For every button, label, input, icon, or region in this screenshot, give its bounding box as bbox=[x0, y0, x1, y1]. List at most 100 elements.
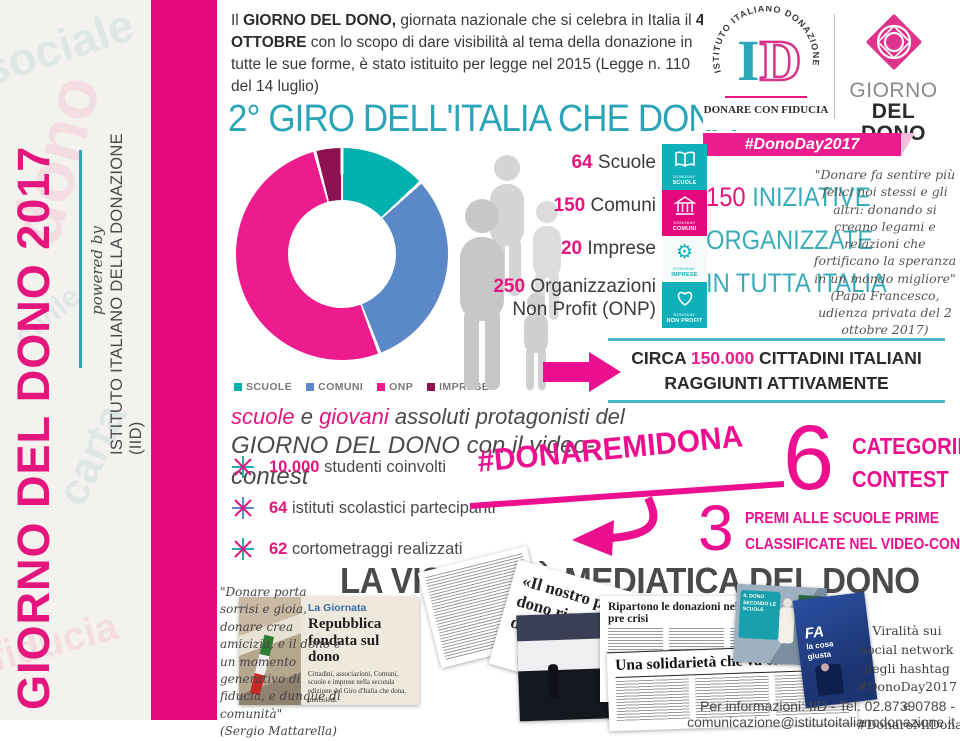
intro-text: giornata nazionale che si celebra in Ita… bbox=[396, 12, 696, 29]
star-asterisk-icon bbox=[232, 497, 254, 519]
label-line1: CATEGORIE bbox=[852, 433, 960, 459]
bullet-text: istituti scolastici partecipanti bbox=[291, 498, 496, 517]
iid-tagline: DONARE CON FIDUCIA bbox=[703, 104, 829, 116]
stat-value: 64 bbox=[571, 152, 593, 173]
badge-name-label: COMUNI bbox=[672, 225, 697, 232]
stat-value: 150 bbox=[553, 194, 586, 216]
bank-icon bbox=[662, 190, 707, 220]
initiatives-line1: INIZIATIVE bbox=[745, 182, 871, 212]
iid-monogram: ID bbox=[737, 30, 803, 91]
reach-text: CITTADINI ITALIANI bbox=[754, 348, 922, 368]
stat-imprese: 20 Imprese bbox=[455, 238, 656, 261]
badge-name-label: IMPRESE bbox=[671, 271, 698, 278]
donoday-banner: #DonoDay2017 bbox=[703, 133, 901, 156]
person-silhouette bbox=[778, 606, 795, 644]
star-asterisk-icon bbox=[232, 538, 254, 560]
mattarella-quote: "Donare porta sorrisi e gioia, donare cr… bbox=[220, 584, 344, 741]
stat-label-line2: Non Profit (ONP) bbox=[512, 299, 656, 321]
legend-label: SCUOLE bbox=[246, 381, 293, 393]
bullet-item: 62 cortometraggi realizzati bbox=[231, 537, 561, 561]
quote-text: "Donare porta sorrisi e gioia, donare cr… bbox=[220, 585, 342, 721]
right-arrow-icon bbox=[543, 362, 589, 382]
participation-stats: 64 Scuole 150 Comuni 20 Imprese 250 Orga… bbox=[455, 152, 656, 342]
hashtag-underline-arrow bbox=[469, 481, 785, 556]
bullet-number: 62 bbox=[269, 539, 288, 558]
contact-footer: Per informazioni: IID - Tel. 02.87390788… bbox=[687, 698, 955, 730]
iid-arc-text: ISTITUTO ITALIANO DONAZIONE bbox=[711, 6, 820, 74]
person-silhouette bbox=[782, 598, 793, 608]
chair bbox=[814, 663, 845, 697]
monogram-i: I bbox=[737, 28, 760, 93]
vertical-divider bbox=[79, 150, 82, 368]
badge-comuni: DONODAY COMUNI bbox=[662, 190, 707, 236]
label-line2: CLASSIFICATE NEL VIDEO-CONTEST bbox=[745, 535, 960, 553]
video-contest-stats: 10.000 studenti coinvolti 64 istituti sc… bbox=[231, 455, 561, 578]
monogram-d: D bbox=[758, 28, 802, 93]
stat-value: 20 bbox=[560, 237, 583, 259]
family-silhouettes bbox=[460, 155, 561, 390]
badge-scuole: DONODAY SCUOLE bbox=[662, 144, 707, 190]
highlight-scuole: scuole bbox=[231, 404, 295, 429]
bullet-number: 10.000 bbox=[269, 457, 320, 476]
label-line1: PREMI ALLE SCUOLE PRIME bbox=[745, 510, 940, 527]
chart-legend: SCUOLE COMUNI ONP IMPRESE bbox=[234, 381, 489, 393]
logo-block: ISTITUTO ITALIANO DONAZIONE ID DONARE CO… bbox=[703, 4, 950, 144]
intro-bold: 4 OTTOBRE bbox=[231, 12, 705, 52]
badge-name-label: SCUOLE bbox=[672, 179, 697, 186]
stat-comuni: 150 Comuni bbox=[455, 195, 656, 218]
person-silhouette bbox=[547, 664, 560, 699]
stat-onp: 250 Organizzazioni Non Profit (ONP) bbox=[455, 276, 656, 322]
stat-label: Scuole bbox=[597, 152, 656, 173]
magenta-accent-bar bbox=[151, 0, 217, 720]
badge-nonprofit: DONODAY NON PROFIT bbox=[662, 282, 707, 328]
legend-label: COMUNI bbox=[318, 381, 364, 393]
initiatives-line2: ORGANIZZATE bbox=[706, 225, 874, 256]
bullet-text: studenti coinvolti bbox=[324, 457, 447, 476]
powered-by-label: powered by bbox=[88, 226, 106, 315]
clipping-photo bbox=[239, 597, 301, 705]
reach-statement: CIRCA 150.000 CITTADINI ITALIANI RAGGIUN… bbox=[608, 346, 945, 397]
intro-bold: GIORNO DEL DONO, bbox=[243, 12, 397, 29]
text-giorno-del-dono: GIORNO DEL DONO bbox=[231, 432, 460, 460]
tv-caption-panel: IL DONO SECONDO LE SCUOLE bbox=[738, 589, 781, 640]
contest-categories-label: CATEGORIE CONTEST bbox=[852, 430, 960, 497]
prizes-label: PREMI ALLE SCUOLE PRIME CLASSIFICATE NEL… bbox=[745, 506, 960, 557]
initiatives-headline: 150 INIZIATIVE ORGANIZZATE IN TUTTA ITAL… bbox=[706, 176, 887, 306]
contest-categories-number: 6 bbox=[783, 407, 835, 509]
banner-fold bbox=[901, 133, 915, 156]
quote-text: "Donare fa sentire più felici noi stessi… bbox=[813, 167, 957, 286]
reach-text: CIRCA bbox=[631, 348, 691, 368]
text: e bbox=[294, 404, 320, 429]
event-title-vertical: GIORNO DEL DONO 2017 bbox=[8, 145, 59, 710]
stat-label: Comuni bbox=[590, 194, 656, 216]
stat-scuole: 64 Scuole bbox=[455, 152, 656, 175]
legend-item: ONP bbox=[377, 381, 413, 393]
logo-divider bbox=[834, 14, 835, 119]
stat-label: Imprese bbox=[587, 237, 656, 259]
bullet-item: 10.000 studenti coinvolti bbox=[231, 455, 561, 479]
open-book-icon bbox=[662, 144, 707, 174]
newspaper-clipping-giornata: La Giornata Repubblica fondata sul dono … bbox=[239, 597, 419, 705]
badge-top-label: DONODAY bbox=[673, 174, 696, 179]
text: assoluti protagonisti del bbox=[388, 404, 625, 429]
badge-name-label: NON PROFIT bbox=[666, 317, 703, 324]
intro-text: con lo scopo di dare visibilità al tema … bbox=[231, 34, 693, 96]
reach-text-line2: RAGGIUNTI ATTIVAMENTE bbox=[664, 373, 889, 394]
highlight-giovani: giovani bbox=[319, 404, 389, 429]
legend-label: ONP bbox=[389, 381, 414, 393]
legend-swatch bbox=[377, 383, 386, 391]
badge-imprese: ⚙ DONODAY IMPRESE bbox=[662, 236, 707, 282]
intro-paragraph: Il GIORNO DEL DONO, giornata nazionale c… bbox=[231, 10, 709, 99]
left-watermark-strip: sociale dono carta fiducia civile GIORNO… bbox=[0, 0, 151, 720]
initiatives-number: 150 bbox=[706, 182, 746, 212]
legend-item: SCUOLE bbox=[234, 381, 292, 393]
logo-underline bbox=[725, 96, 807, 98]
bullet-item: 64 istituti scolastici partecipanti bbox=[231, 496, 561, 520]
bullet-number: 64 bbox=[269, 498, 288, 517]
reach-number: 150.000 bbox=[690, 348, 755, 368]
prizes-number: 3 bbox=[698, 492, 734, 564]
giorno-del-dono-logo-icon bbox=[866, 14, 922, 70]
divider-line bbox=[608, 338, 945, 341]
label-line2: CONTEST bbox=[852, 466, 949, 493]
quote-attribution: (Papa Francesco, udienza privata del 2 o… bbox=[818, 287, 952, 338]
